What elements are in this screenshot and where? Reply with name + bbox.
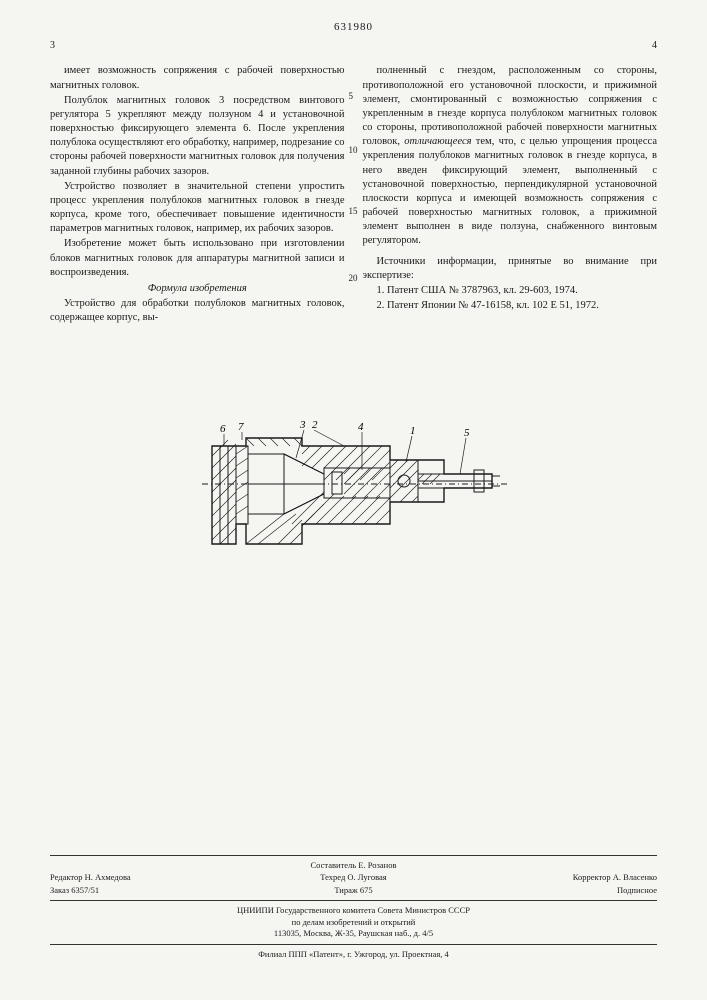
line-number: 15: [349, 205, 358, 217]
paragraph: полненный с гнездом, расположенным со ст…: [363, 64, 658, 248]
source-item: 2. Патент Японии № 47-16158, кл. 102 E 5…: [363, 299, 658, 313]
fig-label-3: 3: [299, 419, 306, 431]
line-number: 5: [349, 90, 354, 102]
imprint-footer: Составитель Е. Розанов Редактор Н. Ахмед…: [50, 851, 657, 960]
source-item: 1. Патент США № 3787963, кл. 29-603, 197…: [363, 284, 658, 298]
line-number: 20: [349, 272, 358, 284]
fig-label-6: 6: [220, 423, 226, 435]
address: 113035, Москва, Ж-35, Раушская наб., д. …: [50, 928, 657, 939]
fig-label-5: 5: [464, 427, 470, 439]
paragraph: Полублок магнитных головок 3 посредством…: [50, 94, 345, 179]
paragraph: Устройство для обработки полублоков магн…: [50, 297, 345, 325]
column-page-numbers: 3 4: [50, 39, 657, 53]
fig-label-7: 7: [238, 421, 244, 433]
line-number: 10: [349, 144, 358, 156]
org-line: ЦНИИПИ Государственного комитета Совета …: [50, 905, 657, 916]
left-column: имеет возможность сопряжения с рабочей п…: [50, 64, 345, 326]
subscription: Подписное: [455, 885, 657, 896]
fig-label-4: 4: [358, 421, 364, 433]
editor: Редактор Н. Ахмедова: [50, 872, 252, 883]
tirazh: Тираж 675: [252, 885, 454, 896]
right-col-num: 4: [652, 39, 657, 53]
paragraph: Устройство позволяет в значительной степ…: [50, 180, 345, 237]
tech-ed: Техред О. Луговая: [252, 872, 454, 883]
left-col-num: 3: [50, 39, 55, 53]
right-column: полненный с гнездом, расположенным со ст…: [363, 64, 658, 326]
fig-label-1: 1: [410, 425, 416, 437]
corrector: Корректор А. Власенко: [455, 872, 657, 883]
technical-drawing: 6 7 3 2 4 1 5: [50, 416, 657, 576]
sources-heading: Источники информации, принятые во вниман…: [363, 255, 658, 283]
paragraph: имеет возможность сопряжения с рабочей п…: [50, 64, 345, 92]
compiler: Составитель Е. Розанов: [50, 860, 657, 871]
formula-heading: Формула изобретения: [50, 282, 345, 296]
org-line: по делам изобретений и открытий: [50, 917, 657, 928]
patent-number: 631980: [50, 20, 657, 35]
paragraph: Изобретение может быть использовано при …: [50, 237, 345, 280]
fig-label-2: 2: [312, 419, 318, 431]
order-no: Заказ 6357/51: [50, 885, 252, 896]
text-columns: имеет возможность сопряжения с рабочей п…: [50, 64, 657, 326]
address: Филиал ППП «Патент», г. Ужгород, ул. Про…: [50, 949, 657, 960]
